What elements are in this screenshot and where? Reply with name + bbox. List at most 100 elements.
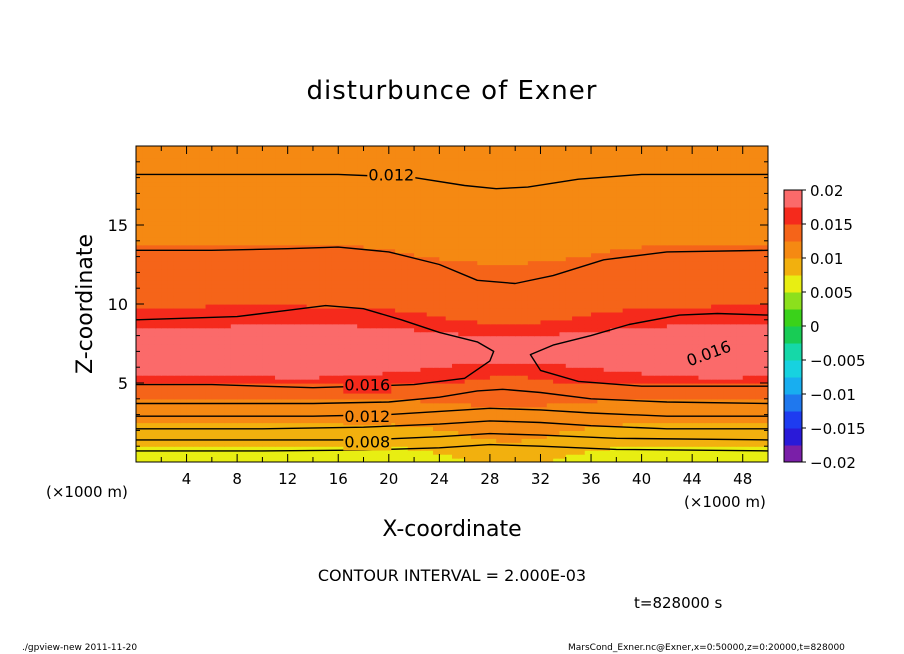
field-cell [142,422,150,428]
field-cell [679,394,687,400]
field-cell [704,442,712,447]
field-cell [186,375,194,380]
field-cell [559,446,567,451]
field-cell [483,359,491,364]
field-cell [319,454,327,459]
field-cell [464,375,472,380]
field-cell [186,304,194,309]
field-cell [243,430,251,435]
field-cell [591,288,598,293]
field-cell [685,438,693,443]
field-cell [616,434,624,439]
field-cell [559,398,567,404]
field-cell [243,454,251,459]
field-cell [211,351,219,356]
field-cell [704,335,712,341]
field-cell [142,458,150,462]
field-cell [224,323,232,329]
field-cell [527,268,535,273]
field-cell [319,315,327,321]
field-cell [407,371,415,376]
field-cell [666,454,674,459]
field-cell [749,315,756,321]
field-cell [224,343,232,349]
field-cell [679,327,687,333]
field-cell [243,280,251,285]
field-cell [666,343,674,349]
field-cell [376,304,384,309]
field-cell [597,458,605,462]
field-cell [414,458,421,462]
field-cell [534,327,542,333]
field-cell [452,311,459,317]
field-cell [610,386,617,392]
field-cell [458,359,466,364]
field-cell [306,450,314,455]
field-cell [597,335,605,341]
field-cell [458,450,466,455]
field-cell [294,315,301,321]
field-cell [553,410,561,416]
field-cell [559,272,567,277]
field-cell [199,343,207,349]
field-cell [711,390,719,396]
field-cell [704,379,712,384]
field-cell [635,386,643,392]
field-cell [420,379,428,384]
field-cell [243,327,251,333]
field-cell [635,280,643,285]
field-cell [559,268,567,273]
field-cell [180,351,188,356]
field-cell [692,446,700,451]
field-cell [603,383,611,388]
field-cell [173,390,181,396]
field-cell [218,280,226,285]
field-cell [338,296,346,301]
field-cell [306,422,314,428]
field-cell [647,331,655,337]
field-cell [401,450,409,455]
field-cell [275,284,282,289]
field-cell [685,284,693,289]
field-cell [300,359,308,364]
field-cell [527,398,535,404]
field-cell [458,442,466,447]
field-cell [161,343,169,349]
field-cell [224,304,232,309]
field-cell [597,355,605,360]
field-cell [578,311,586,317]
field-cell [660,347,668,352]
field-cell [376,311,384,317]
field-cell [584,390,592,396]
field-cell [350,339,358,345]
field-cell [572,430,579,435]
field-cell [496,458,504,462]
field-cell [167,422,175,428]
field-cell [591,458,598,462]
field-cell [452,442,459,447]
field-cell [331,327,339,333]
field-cell [224,394,232,400]
field-cell [496,434,504,439]
field-cell [578,454,586,459]
field-cell [603,371,611,376]
field-cell [597,327,605,333]
field-cell [458,315,466,321]
field-cell [521,315,529,321]
field-cell [508,264,516,270]
field-cell [502,371,510,376]
field-cell [546,418,554,424]
field-cell [148,434,156,439]
field-cell [515,272,523,277]
field-cell [553,315,561,321]
field-cell [660,390,668,396]
field-cell [294,276,301,281]
field-cell [464,386,472,392]
field-cell [237,355,245,360]
field-cell [635,307,643,313]
field-cell [262,331,270,337]
field-cell [218,292,226,297]
field-cell [477,375,485,380]
field-cell [483,430,491,435]
field-cell [464,323,472,329]
